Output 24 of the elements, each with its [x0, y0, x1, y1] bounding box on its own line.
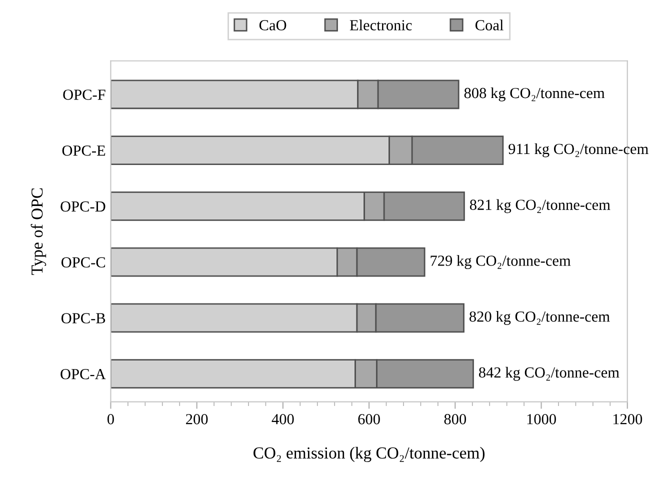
y-tick-label: OPC-E: [62, 145, 106, 156]
total-label: 729 kg CO₂/tonne-cem: [430, 255, 571, 270]
y-tick-label: OPC-B: [61, 313, 106, 324]
legend-label: CaO: [259, 20, 286, 30]
y-tick-label: OPC-C: [61, 257, 106, 268]
x-tick-label: 400: [272, 414, 294, 424]
x-tick-label: 0: [107, 414, 114, 424]
x-tick-label: 200: [186, 414, 208, 424]
y-tick-label: OPC-F: [63, 90, 106, 100]
y-tick-label: OPC-A: [60, 369, 106, 380]
total-label: 842 kg CO₂/tonne-cem: [478, 366, 620, 381]
x-axis-title: CO₂ emission (kg CO₂/tonne-cem): [254, 446, 485, 462]
x-tick-label: 1000: [527, 414, 556, 424]
x-tick-label: 1200: [613, 414, 642, 424]
legend-label: Electronic: [350, 20, 412, 30]
legend-label: Coal: [476, 20, 504, 30]
total-label: 820 kg CO₂/tonne-cem: [470, 311, 610, 325]
x-tick-label: 600: [358, 414, 380, 424]
total-label: 808 kg CO₂/tonne-cem: [464, 87, 605, 102]
y-axis-title: Type of OPC: [30, 188, 46, 275]
total-label: 911 kg CO₂/tonne-cem: [508, 143, 648, 158]
total-label: 821 kg CO₂/tonne-cem: [470, 199, 610, 214]
y-tick-label: OPC-D: [60, 201, 106, 212]
x-tick-label: 800: [444, 414, 466, 424]
